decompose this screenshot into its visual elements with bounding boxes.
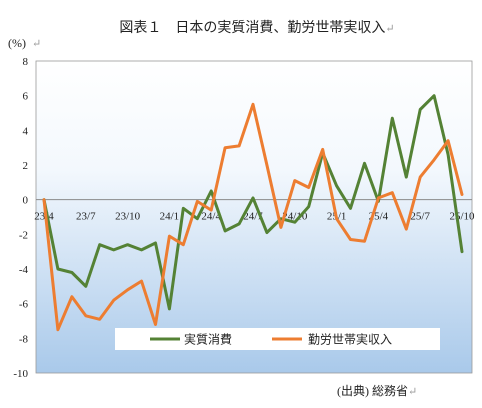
legend-label-real-consumption: 実質消費 — [184, 332, 232, 347]
y-tick-label: -8 — [19, 333, 29, 345]
x-tick-label: 24/1 — [160, 211, 180, 223]
chart-title-text: 図表１ 日本の実質消費、勤労世帯実収入 — [119, 20, 385, 36]
y-tick-label: 4 — [23, 125, 29, 137]
source-label: (出典) 総務省↵ — [337, 384, 417, 398]
y-tick-label: -2 — [19, 229, 28, 241]
x-tick-label: 25/7 — [410, 211, 430, 223]
y-tick-label: 6 — [23, 91, 29, 103]
series-lines — [42, 94, 464, 332]
x-tick-label: 25/10 — [449, 211, 475, 223]
y-unit-label: (%) ↵ — [8, 36, 41, 50]
legend-label-household-income: 勤労世帯実収入 — [308, 332, 392, 347]
y-tick-label: -4 — [19, 264, 29, 276]
chart-title: 図表１ 日本の実質消費、勤労世帯実収入↵ — [119, 20, 394, 36]
source-text: (出典) 総務省 — [337, 384, 408, 398]
y-tick-label: 8 — [23, 56, 29, 68]
y-tick-label: -6 — [19, 299, 29, 311]
x-tick-label: 23/7 — [76, 211, 96, 223]
source-return-mark: ↵ — [408, 386, 417, 398]
y-tick-label: 0 — [23, 195, 29, 207]
x-tick-label: 23/10 — [115, 211, 141, 223]
series-line-real-consumption — [42, 94, 464, 311]
unit-return-mark: ↵ — [32, 38, 41, 50]
x-tick-label: 24/4 — [201, 211, 221, 223]
y-tick-label: 2 — [23, 160, 29, 172]
legend: 実質消費 勤労世帯実収入 — [115, 328, 440, 350]
y-tick-label: -10 — [13, 368, 28, 380]
title-return-mark: ↵ — [385, 23, 394, 35]
series-line-household-income — [42, 102, 464, 332]
y-unit-text: (%) — [8, 36, 26, 50]
y-axis: 8 6 4 2 0 -2 -4 -6 -8 -10 — [13, 56, 28, 380]
